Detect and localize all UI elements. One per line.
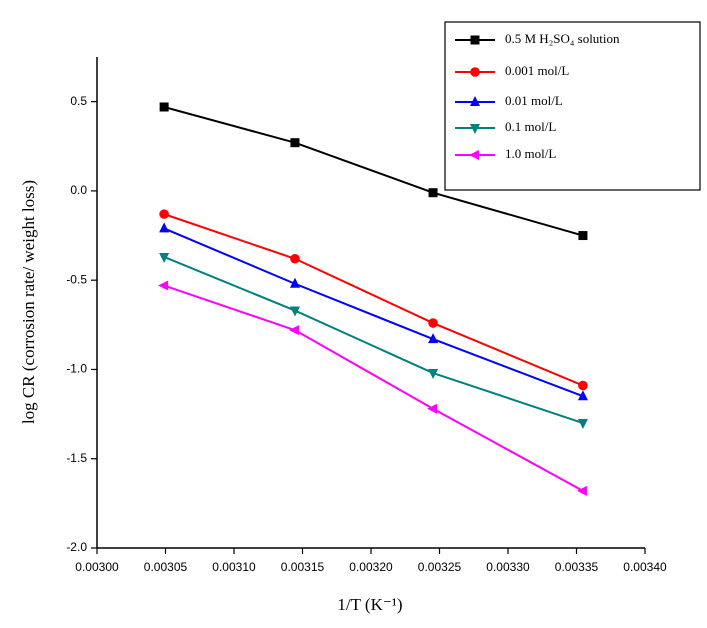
marker (428, 369, 439, 380)
marker (290, 253, 300, 264)
x-tick-label: 0.00310 (212, 560, 256, 574)
legend-marker (470, 35, 480, 45)
x-tick-label: 0.00325 (418, 560, 462, 574)
legend-marker (470, 96, 480, 106)
marker (576, 485, 587, 496)
marker (428, 333, 439, 344)
marker (577, 390, 588, 401)
marker (158, 280, 169, 291)
legend-label: 0.01 mol/L (505, 93, 563, 108)
x-tick-label: 0.00340 (623, 560, 667, 574)
legend-marker (470, 67, 480, 77)
y-tick-label: -2.0 (66, 540, 87, 554)
y-tick-label: 0.5 (70, 94, 87, 108)
legend-label: 1.0 mol/L (505, 146, 556, 161)
series-line (163, 213, 584, 387)
x-tick-label: 0.00315 (281, 560, 325, 574)
marker (428, 188, 438, 198)
legend-box (444, 21, 701, 191)
marker (428, 318, 438, 328)
x-axis-label: 1/T (K⁻¹) (337, 595, 402, 614)
series-line (163, 227, 584, 398)
x-tick-label: 0.00305 (144, 560, 188, 574)
marker (288, 325, 299, 336)
marker (577, 419, 588, 430)
series-line (163, 284, 584, 492)
x-tick-label: 0.00300 (75, 560, 119, 574)
y-tick-label: -1.0 (66, 362, 87, 376)
x-tick-label: 0.00335 (555, 560, 599, 574)
y-tick-label: 0.0 (70, 183, 87, 197)
marker (290, 138, 300, 148)
x-tick-label: 0.00330 (486, 560, 530, 574)
series-line (163, 106, 584, 237)
marker (578, 231, 588, 241)
y-tick-label: -0.5 (66, 272, 87, 286)
y-axis-label: log CR (corrosion rate/ weight loss) (19, 180, 38, 424)
marker (159, 252, 170, 263)
marker (159, 222, 170, 233)
legend-label: 0.5 M H₂SO₄ solution (505, 31, 620, 46)
legend-label: 0.1 mol/L (505, 119, 556, 134)
legend-marker (469, 150, 479, 160)
legend-marker (470, 124, 480, 134)
marker (578, 380, 588, 391)
marker (159, 209, 169, 219)
marker (289, 306, 300, 317)
marker (427, 403, 438, 414)
marker (159, 102, 169, 112)
y-tick-label: -1.5 (66, 451, 87, 465)
marker (289, 277, 300, 288)
series-line (163, 256, 584, 424)
x-tick-label: 0.00320 (349, 560, 393, 574)
legend-label: 0.001 mol/L (505, 63, 569, 78)
